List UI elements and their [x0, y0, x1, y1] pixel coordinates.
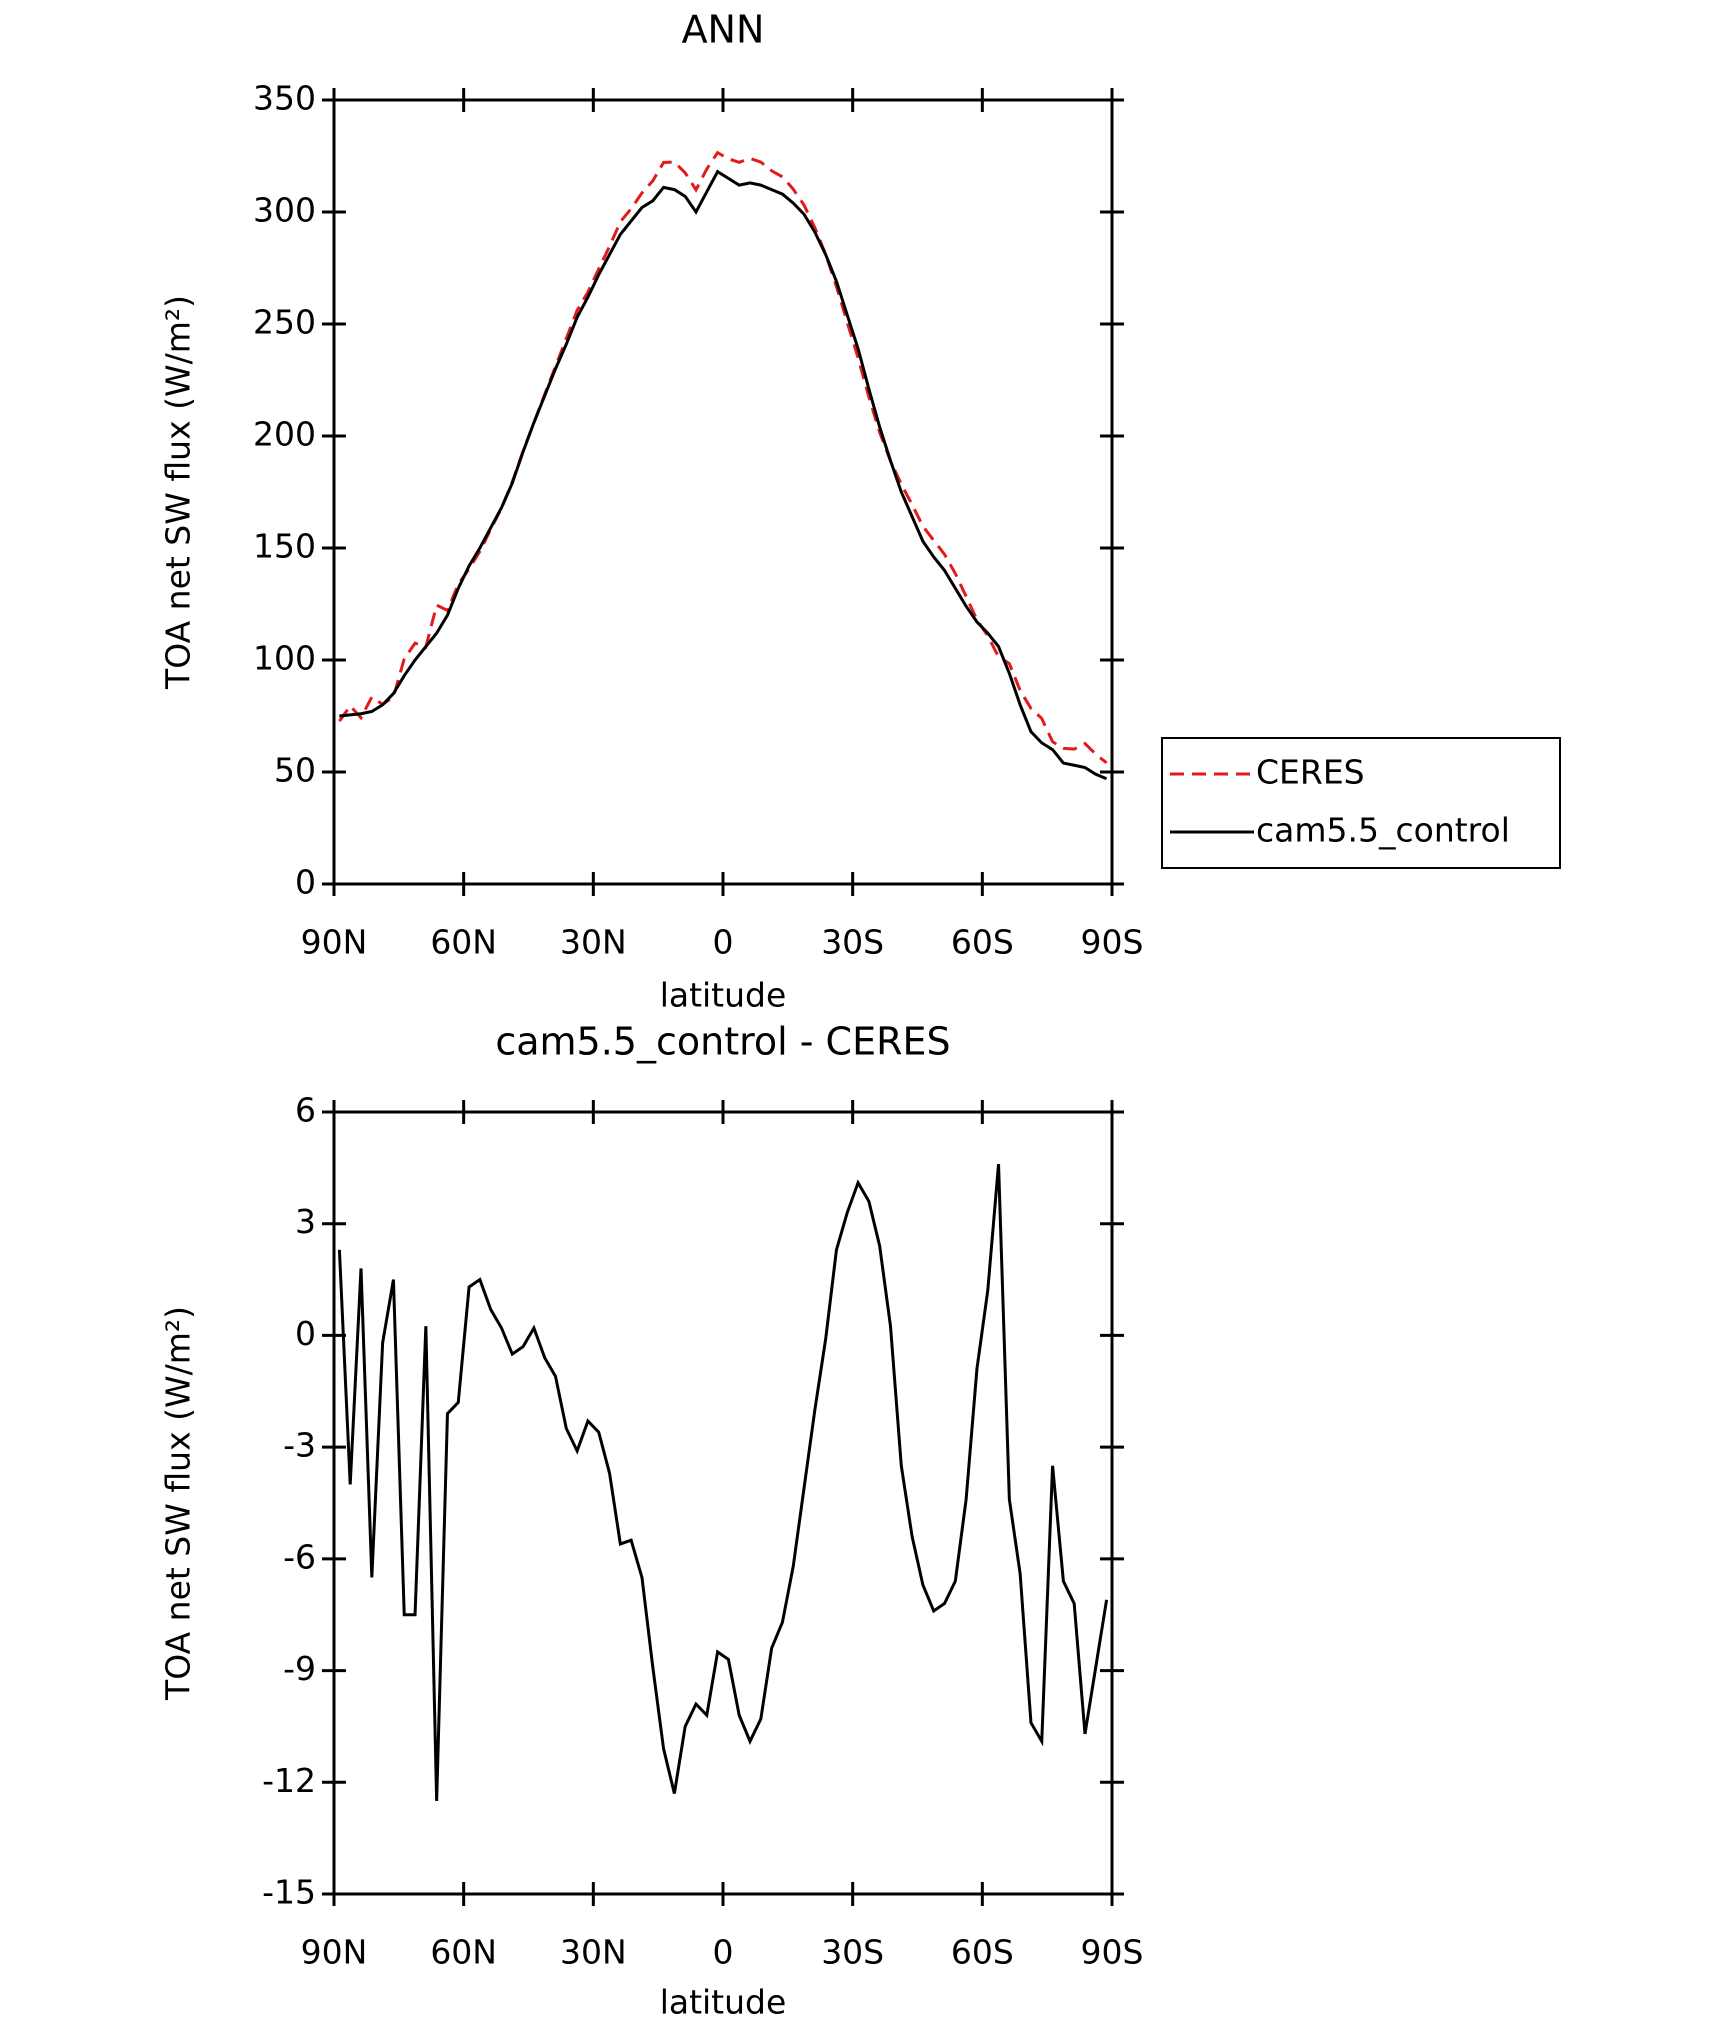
x-tick-label: 30S	[821, 923, 884, 962]
y-tick-label: 6	[295, 1091, 316, 1130]
x-tick-label: 90N	[301, 1933, 368, 1972]
chart-title: ANN	[682, 8, 765, 52]
y-axis-label: TOA net SW flux (W/m²)	[159, 1306, 198, 1701]
plot-frame	[332, 98, 1114, 886]
legend-box	[1161, 737, 1561, 869]
y-tick-label: 350	[253, 79, 316, 118]
y-tick-label: 3	[295, 1202, 316, 1241]
y-tick-label: -12	[262, 1761, 316, 1800]
x-tick-label: 30S	[821, 1933, 884, 1972]
x-tick-label: 60S	[951, 923, 1014, 962]
x-axis-label: latitude	[660, 976, 787, 1015]
y-tick-label: -6	[283, 1537, 316, 1576]
x-tick-label: 0	[713, 1933, 734, 1972]
legend-label: CERES	[1256, 753, 1365, 792]
x-tick-label: 30N	[560, 1933, 627, 1972]
chart-title: cam5.5_control - CERES	[495, 1020, 950, 1064]
legend-label: cam5.5_control	[1256, 811, 1510, 850]
y-axis-label: TOA net SW flux (W/m²)	[159, 295, 198, 690]
plot-frame	[332, 1110, 1114, 1896]
x-tick-label: 60S	[951, 1933, 1014, 1972]
y-tick-label: 200	[253, 415, 316, 454]
x-tick-label: 60N	[430, 1933, 497, 1972]
y-tick-label: -9	[283, 1649, 316, 1688]
data-line	[338, 150, 1108, 764]
x-tick-label: 90S	[1081, 1933, 1144, 1972]
y-tick-label: 0	[295, 1314, 316, 1353]
data-line	[337, 1164, 1109, 1801]
y-tick-label: 300	[253, 191, 316, 230]
y-tick-label: 0	[295, 863, 316, 902]
y-tick-label: 50	[274, 751, 316, 790]
y-tick-label: 100	[253, 639, 316, 678]
y-tick-label: -15	[262, 1873, 316, 1912]
x-tick-label: 30N	[560, 923, 627, 962]
x-tick-label: 90N	[301, 923, 368, 962]
y-tick-label: 250	[253, 303, 316, 342]
x-tick-label: 0	[713, 923, 734, 962]
x-tick-label: 90S	[1081, 923, 1144, 962]
x-tick-label: 60N	[430, 923, 497, 962]
y-tick-label: -3	[283, 1426, 316, 1465]
x-axis-label: latitude	[660, 1983, 787, 2021]
data-line	[339, 169, 1108, 781]
y-tick-label: 150	[253, 527, 316, 566]
